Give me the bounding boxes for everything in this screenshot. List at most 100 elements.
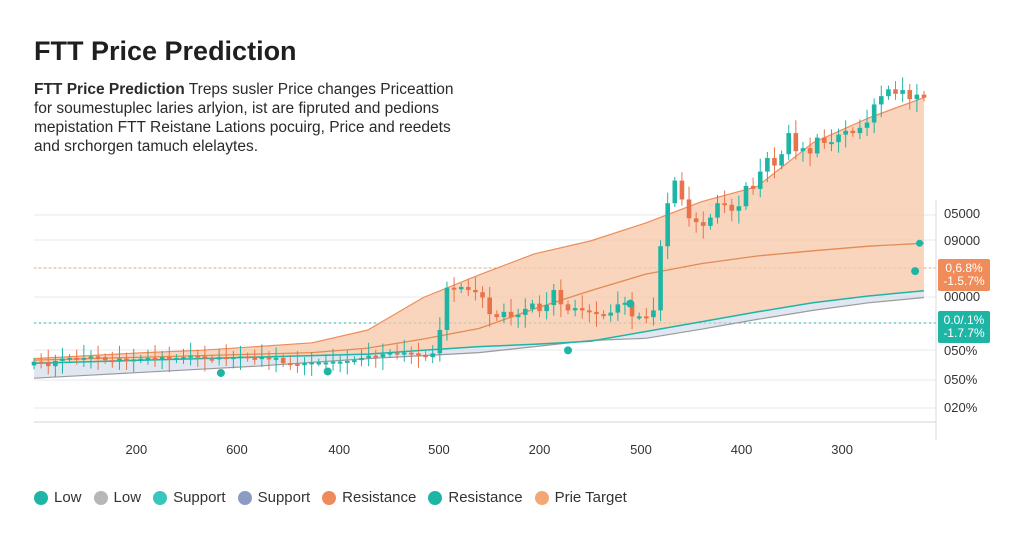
- legend-item-resistance-2[interactable]: Resistance: [428, 489, 523, 506]
- candle: [587, 310, 592, 313]
- candle: [238, 356, 243, 359]
- candle: [380, 354, 386, 358]
- candle: [174, 357, 179, 360]
- candle: [166, 357, 172, 360]
- candle: [138, 358, 144, 361]
- candle: [102, 357, 108, 361]
- description-line-2: for soumestuplec laries arlyion, ist are…: [34, 100, 439, 117]
- candle: [608, 312, 614, 316]
- legend-item-low-1[interactable]: Low: [34, 489, 82, 506]
- legend-swatch-resistance-2: [428, 490, 443, 505]
- candle: [836, 134, 841, 143]
- legend-label-low-1: Low: [54, 489, 82, 506]
- candle: [629, 302, 635, 317]
- description-line-3: mepistation FTT Reistane Lations pocuirg…: [34, 119, 451, 136]
- candle: [886, 89, 891, 97]
- resistance-tag: 0,6.8% -1.5.7%: [938, 259, 990, 291]
- candle: [444, 287, 450, 330]
- candle: [693, 218, 699, 223]
- candle: [416, 353, 421, 356]
- support-tag-line-1: 0.0/.1%: [943, 313, 985, 327]
- low-line: [33, 296, 925, 379]
- page-title: FTT Price Prediction: [34, 36, 297, 66]
- legend-item-support-1[interactable]: Support: [153, 489, 226, 506]
- candle: [302, 363, 307, 366]
- candle: [288, 363, 293, 366]
- support-area: [34, 290, 924, 379]
- y-tick-label: 09000: [944, 233, 980, 248]
- candle: [352, 360, 357, 363]
- candle: [131, 359, 136, 362]
- candle: [765, 157, 770, 172]
- legend-swatch-support-2: [237, 490, 252, 505]
- candle: [117, 358, 122, 362]
- candle: [159, 357, 165, 360]
- candle: [508, 311, 514, 318]
- support-marker: [626, 299, 635, 308]
- candle: [579, 308, 585, 311]
- resistance-tag-line-2: -1.5.7%: [943, 274, 985, 288]
- candle: [779, 154, 784, 166]
- candle: [750, 185, 756, 189]
- legend-item-support-2[interactable]: Support: [237, 489, 311, 506]
- candle: [216, 357, 222, 360]
- candle: [665, 203, 670, 247]
- candle: [743, 185, 749, 207]
- chart-legend: Low Low Support Support Resistance Resis…: [34, 489, 627, 506]
- legend-item-resistance-1[interactable]: Resistance: [322, 489, 416, 506]
- candle: [373, 355, 379, 358]
- description: FTT Price Prediction Treps susler Price …: [34, 80, 484, 156]
- candle: [337, 361, 343, 364]
- candle: [451, 287, 457, 290]
- candle: [152, 357, 158, 360]
- candle: [822, 137, 827, 143]
- candle: [700, 222, 706, 226]
- candle: [537, 303, 542, 312]
- resistance-area: [34, 97, 924, 364]
- candle: [757, 171, 763, 189]
- candle: [53, 360, 58, 367]
- candle: [679, 180, 685, 200]
- candle: [572, 308, 578, 311]
- candle: [280, 357, 286, 364]
- candle: [857, 127, 863, 134]
- legend-item-low-2[interactable]: Low: [93, 489, 142, 506]
- candle: [359, 357, 364, 361]
- candle: [601, 314, 606, 317]
- candle: [644, 316, 649, 319]
- candle: [900, 90, 905, 94]
- legend-item-prie-target[interactable]: Prie Target: [534, 489, 627, 506]
- candle: [658, 246, 663, 311]
- candle: [344, 360, 350, 363]
- legend-label-support-2: Support: [257, 489, 311, 506]
- y-tick-label: 020%: [944, 400, 978, 415]
- candle: [708, 217, 713, 226]
- candle: [366, 355, 371, 358]
- prie-target-line: [33, 242, 925, 361]
- candle: [95, 356, 101, 359]
- x-tick-label: 400: [328, 442, 350, 457]
- candle: [188, 355, 193, 358]
- candle: [501, 311, 507, 318]
- candle: [594, 311, 599, 315]
- x-tick-label: 400: [731, 442, 753, 457]
- support-marker: [911, 267, 920, 276]
- support-marker: [564, 346, 572, 355]
- x-tick-label: 200: [125, 442, 147, 457]
- candle: [715, 203, 720, 218]
- legend-label-low-2: Low: [113, 489, 142, 506]
- candle: [615, 304, 621, 313]
- y-tick-label: 05000: [944, 206, 980, 221]
- candle: [636, 316, 642, 319]
- description-line-4: and srchorgen tamuch elelaytes.: [34, 138, 259, 155]
- candle: [295, 363, 300, 366]
- legend-swatch-low-1: [34, 490, 48, 505]
- resistance-tag-line-1: 0,6.8%: [945, 261, 983, 275]
- y-tick-label: 050%: [944, 372, 978, 387]
- candle: [466, 286, 471, 290]
- target-marker: [916, 239, 924, 247]
- candle: [202, 356, 208, 359]
- legend-swatch-low-2: [93, 490, 108, 505]
- candle: [394, 352, 400, 355]
- candle: [829, 142, 834, 145]
